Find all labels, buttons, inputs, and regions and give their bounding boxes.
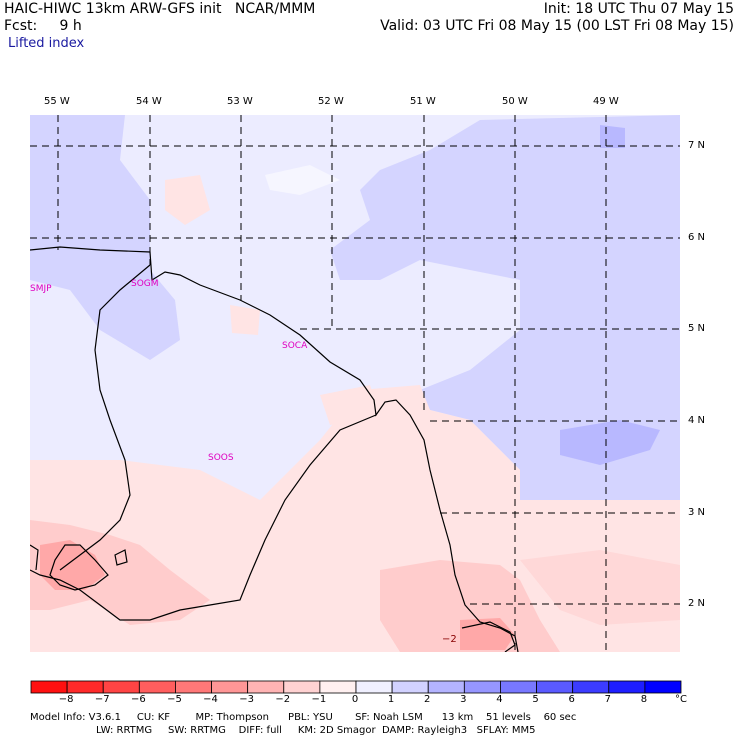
shade-pink-patch-3 [320, 385, 380, 425]
colorbar-tick-label: −1 [311, 694, 327, 705]
colorbar-swatch [247, 680, 285, 694]
colorbar-swatch [102, 680, 140, 694]
colorbar-swatch [355, 680, 393, 694]
colorbar-swatch [463, 680, 501, 694]
colorbar-swatch [283, 680, 321, 694]
shade-pink-patch-2 [230, 305, 260, 335]
colorbar-swatch [30, 680, 68, 694]
model-info-line2: LW: RRTMG SW: RRTMG DIFF: full KM: 2D Sm… [96, 725, 536, 736]
lon-label-53w: 53 W [227, 96, 253, 107]
contour-minus2-se [461, 621, 516, 652]
colorbar-swatch [175, 680, 212, 694]
shade-white-patch [265, 165, 340, 195]
lat-lon-grid [30, 115, 680, 652]
colorbar-swatch [211, 680, 249, 694]
model-info-line1: Model Info: V3.6.1 CU: KF MP: Thompson P… [30, 712, 577, 723]
shade-blue-ne [330, 115, 680, 500]
coastline [30, 246, 519, 652]
colorbar-swatch [644, 680, 682, 694]
colorbar-tick-label: 5 [532, 694, 539, 705]
lon-label-49w: 49 W [593, 96, 619, 107]
shade-pink-patch-1 [165, 175, 210, 225]
lat-label-5n: 5 N [688, 323, 706, 334]
colorbar-tick-label: 6 [568, 694, 575, 705]
lat-label-4n: 4 N [688, 415, 706, 426]
lon-label-52w: 52 W [318, 96, 344, 107]
colorbar-tick-label: −6 [130, 694, 146, 705]
station-soca: SOCA [282, 341, 308, 351]
station-sogm: SOGM [131, 279, 159, 289]
colorbar-swatch [427, 680, 465, 694]
lon-label-50w: 50 W [502, 96, 528, 107]
contour-minus2-sw-2 [30, 544, 39, 571]
colorbar-unit: °C [675, 694, 687, 705]
init-time: Init: 18 UTC Thu 07 May 15 [543, 1, 734, 17]
lon-label-54w: 54 W [136, 96, 162, 107]
colorbar-swatch [138, 680, 176, 694]
forecast-hour: Fcst: 9 h [4, 18, 82, 34]
colorbar-tick-label: −2 [275, 694, 291, 705]
colorbar-tick-label: 7 [604, 694, 611, 705]
station-smjp: SMJP [30, 284, 52, 294]
contour-minus2-sw [49, 544, 109, 591]
valid-time: Valid: 03 UTC Fri 08 May 15 (00 LST Fri … [380, 18, 734, 34]
colorbar-tick-label: 4 [496, 694, 503, 705]
colorbar-tick-label: −3 [239, 694, 255, 705]
colorbar-tick-label: 8 [640, 694, 648, 705]
lifted-index-map [30, 115, 680, 652]
lat-label-3n: 3 N [688, 507, 706, 518]
model-title: HAIC-HIWC 13km ARW-GFS init NCAR/MMM [4, 1, 316, 17]
colorbar-swatch [608, 680, 646, 694]
lat-label-7n: 7 N [688, 140, 706, 151]
colorbar-swatch [66, 680, 104, 694]
colorbar-tick-label: 2 [424, 694, 431, 705]
shade-blue-mid [520, 290, 680, 360]
colorbar-tick-label: 1 [387, 694, 395, 705]
lat-label-6n: 6 N [688, 232, 706, 243]
border-suriname-guyana [59, 264, 151, 571]
field-name: Lifted index [8, 36, 85, 51]
shade-blue-dark-2 [600, 125, 625, 148]
lat-label-2n: 2 N [688, 598, 706, 609]
border-suriname-fg [30, 414, 377, 621]
lon-label-55w: 55 W [44, 96, 70, 107]
colorbar-swatch [500, 680, 537, 694]
colorbar-tick-label: 0 [351, 694, 359, 705]
contour-minus2-sw-3 [114, 549, 128, 566]
shade-red-sw [40, 540, 105, 590]
colorbar-swatch [319, 680, 357, 694]
colorbar-tick-label: −8 [58, 694, 74, 705]
shade-blue-dark-1 [560, 420, 660, 465]
colorbar-tick-label: −7 [94, 694, 110, 705]
shade-pink-deep-e [520, 550, 680, 625]
colorbar-swatch [572, 680, 610, 694]
lon-label-51w: 51 W [410, 96, 436, 107]
colorbar-tick-label: −5 [167, 694, 182, 705]
colorbar-swatch [391, 680, 429, 694]
colorbar-tick-label: −4 [203, 694, 218, 705]
coastline-borders [30, 246, 519, 652]
colorbar-swatch [536, 680, 574, 694]
colorbar-tick-label: 3 [460, 694, 467, 705]
contour-label: −2 [442, 634, 457, 645]
colorbar [30, 680, 682, 694]
station-soos: SOOS [208, 453, 234, 463]
